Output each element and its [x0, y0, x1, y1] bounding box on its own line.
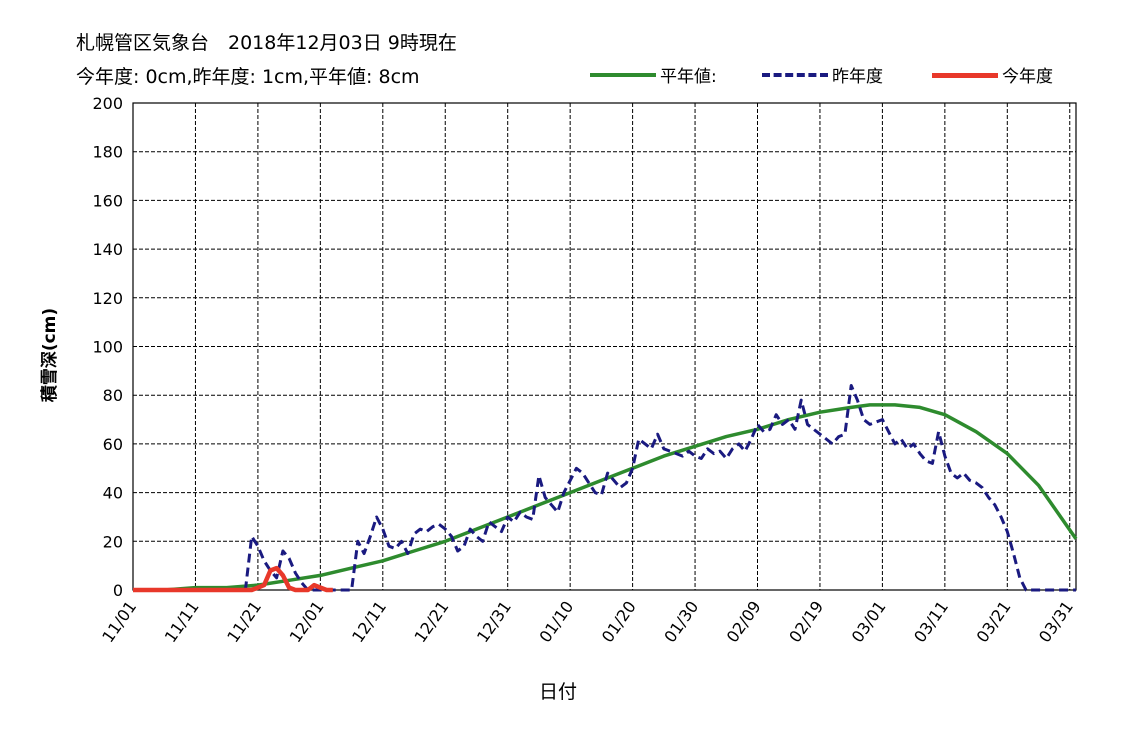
y-tick-label: 200 [92, 94, 123, 113]
series-layer [133, 384, 1078, 593]
x-tick-label: 12/31 [473, 597, 515, 646]
y-tick-label: 120 [92, 289, 123, 308]
x-tick-label: 03/31 [1035, 597, 1077, 646]
chart-subtitle: 今年度: 0cm,昨年度: 1cm,平年値: 8cm [76, 66, 420, 88]
y-tick-label: 140 [92, 240, 123, 259]
y-tick-label: 0 [113, 581, 123, 600]
x-tick-label: 11/01 [98, 597, 140, 646]
legend-label-normal: 平年値: [660, 67, 717, 87]
y-tick-label: 180 [92, 143, 123, 162]
y-axis-ticks: 0 20 40 60 80 100 120 140 160 180 200 [92, 94, 123, 600]
x-tick-label: 11/21 [223, 597, 265, 646]
x-tick-label: 02/19 [785, 597, 827, 646]
legend-swatch-this-year [932, 73, 998, 78]
x-tick-label: 03/01 [848, 597, 890, 646]
plot-border [132, 102, 1077, 591]
x-axis-ticks: 11/01 11/11 11/21 12/01 12/11 12/21 12/31 01/10… [98, 597, 1077, 646]
x-tick-label: 03/21 [973, 597, 1015, 646]
y-tick-label: 160 [92, 191, 123, 210]
x-tick-label: 03/11 [910, 597, 952, 646]
series-line-this-year [133, 565, 333, 593]
legend-label-last-year: 昨年度 [832, 67, 883, 87]
y-axis-label: 積雪深(cm) [39, 308, 60, 402]
x-tick-label: 12/11 [348, 597, 390, 646]
x-tick-label: 01/20 [598, 597, 640, 646]
x-tick-label: 12/21 [411, 597, 453, 646]
y-tick-label: 100 [92, 338, 123, 357]
legend-label-this-year: 今年度 [1002, 67, 1053, 87]
x-tick-label: 12/01 [286, 597, 328, 646]
x-axis-label: 日付 [539, 681, 577, 703]
series-line-normal [133, 403, 1078, 592]
x-tick-label: 01/10 [535, 597, 577, 646]
y-tick-label: 80 [103, 386, 123, 405]
x-tick-label: 11/11 [161, 597, 203, 646]
series-line-last-year [133, 384, 1076, 592]
plot-frame [132, 102, 1077, 591]
x-tick-label: 01/30 [660, 597, 702, 646]
y-tick-label: 60 [103, 435, 123, 454]
legend-swatch-normal [590, 73, 656, 77]
y-tick-label: 40 [103, 484, 123, 503]
y-tick-label: 20 [103, 532, 123, 551]
x-tick-label: 02/09 [723, 597, 765, 646]
chart-title: 札幌管区気象台 2018年12月03日 9時現在 [76, 32, 457, 54]
legend-swatch-last-year [762, 73, 828, 77]
grid [133, 103, 1076, 590]
